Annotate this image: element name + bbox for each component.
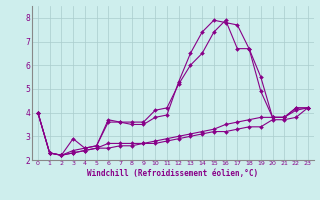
X-axis label: Windchill (Refroidissement éolien,°C): Windchill (Refroidissement éolien,°C) bbox=[87, 169, 258, 178]
